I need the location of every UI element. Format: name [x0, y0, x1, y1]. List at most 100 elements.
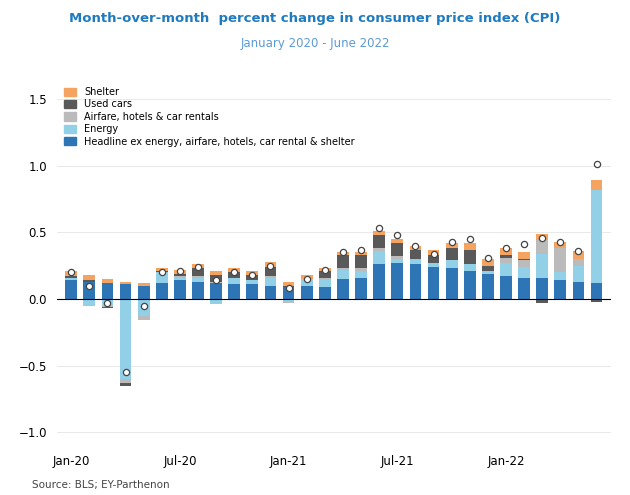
Text: Month-over-month  percent change in consumer price index (CPI): Month-over-month percent change in consu… — [69, 12, 561, 25]
Bar — [83, 275, 95, 280]
Point — [410, 242, 420, 249]
Bar — [192, 276, 204, 278]
Bar — [591, 300, 602, 301]
Point — [537, 234, 547, 242]
Bar — [464, 271, 476, 299]
Bar — [500, 263, 512, 276]
Bar — [518, 259, 530, 260]
Bar — [319, 280, 331, 287]
Bar — [374, 235, 385, 248]
Bar — [446, 268, 457, 299]
Bar — [410, 246, 421, 249]
Bar — [210, 299, 222, 304]
Bar — [156, 299, 168, 300]
Bar — [391, 239, 403, 243]
Bar — [301, 299, 312, 300]
Bar — [355, 255, 367, 268]
Bar — [482, 259, 494, 266]
Point — [211, 276, 221, 284]
Bar — [518, 252, 530, 259]
Bar — [120, 284, 132, 299]
Bar — [283, 282, 294, 286]
Bar — [246, 271, 258, 275]
Bar — [66, 276, 77, 278]
Bar — [428, 267, 440, 299]
Bar — [518, 267, 530, 278]
Bar — [482, 266, 494, 271]
Point — [483, 254, 493, 262]
Point — [229, 268, 239, 276]
Bar — [536, 299, 548, 303]
Point — [338, 248, 348, 256]
Bar — [518, 260, 530, 267]
Bar — [210, 283, 222, 299]
Bar — [174, 270, 186, 274]
Bar — [337, 270, 349, 279]
Bar — [66, 280, 77, 299]
Point — [175, 267, 185, 275]
Bar — [319, 278, 331, 280]
Bar — [573, 259, 585, 266]
Bar — [518, 278, 530, 299]
Bar — [192, 278, 204, 282]
Bar — [355, 271, 367, 278]
Point — [519, 241, 529, 248]
Bar — [228, 268, 240, 272]
Bar — [319, 271, 331, 278]
Point — [103, 299, 113, 307]
Bar — [355, 252, 367, 255]
Point — [265, 262, 275, 270]
Bar — [410, 249, 421, 259]
Bar — [83, 299, 95, 305]
Bar — [446, 248, 457, 260]
Point — [139, 301, 149, 309]
Bar — [337, 255, 349, 268]
Bar — [265, 276, 277, 278]
Bar — [500, 276, 512, 299]
Point — [66, 268, 76, 276]
Point — [302, 275, 312, 283]
Bar — [301, 286, 312, 299]
Bar — [554, 242, 566, 248]
Bar — [156, 271, 168, 272]
Bar — [228, 299, 240, 300]
Bar — [428, 255, 440, 263]
Bar — [391, 256, 403, 259]
Point — [284, 284, 294, 292]
Bar — [355, 268, 367, 271]
Bar — [319, 287, 331, 299]
Bar — [482, 271, 494, 274]
Point — [447, 238, 457, 246]
Bar — [391, 259, 403, 263]
Point — [592, 160, 602, 168]
Bar — [464, 249, 476, 264]
Bar — [554, 299, 566, 300]
Text: Source: BLS; EY-Parthenon: Source: BLS; EY-Parthenon — [32, 480, 169, 490]
Bar — [283, 299, 294, 301]
Bar — [101, 307, 113, 308]
Bar — [265, 262, 277, 267]
Bar — [374, 231, 385, 235]
Bar — [174, 274, 186, 276]
Bar — [391, 243, 403, 256]
Bar — [210, 282, 222, 283]
Bar — [428, 263, 440, 267]
Bar — [355, 278, 367, 299]
Bar — [210, 275, 222, 282]
Bar — [554, 280, 566, 299]
Bar — [192, 268, 204, 276]
Point — [356, 246, 366, 253]
Bar — [246, 284, 258, 299]
Bar — [210, 271, 222, 275]
Bar — [391, 263, 403, 299]
Bar — [228, 272, 240, 278]
Bar — [446, 260, 457, 268]
Bar — [283, 286, 294, 287]
Bar — [156, 268, 168, 271]
Bar — [591, 299, 602, 300]
Bar — [265, 267, 277, 276]
Bar — [246, 280, 258, 284]
Bar — [301, 275, 312, 279]
Bar — [410, 259, 421, 260]
Bar — [428, 249, 440, 255]
